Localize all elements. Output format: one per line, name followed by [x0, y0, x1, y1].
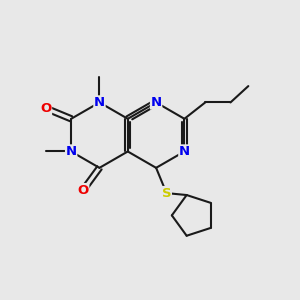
Text: N: N: [151, 96, 162, 109]
Text: O: O: [40, 102, 52, 115]
Text: N: N: [94, 96, 105, 109]
Text: N: N: [66, 145, 77, 158]
Text: N: N: [179, 145, 190, 158]
Text: S: S: [162, 187, 171, 200]
Text: O: O: [77, 184, 89, 196]
